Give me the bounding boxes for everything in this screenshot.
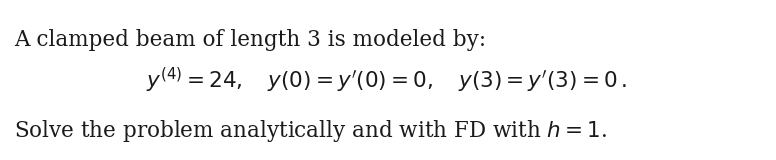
Text: $y^{(4)} = 24, \quad y(0) = y'(0) = 0, \quad y(3) = y'(3) = 0\,.$: $y^{(4)} = 24, \quad y(0) = y'(0) = 0, \… [146,65,627,95]
Text: A clamped beam of length 3 is modeled by:: A clamped beam of length 3 is modeled by… [14,29,486,51]
Text: Solve the problem analytically and with FD with $h = 1$.: Solve the problem analytically and with … [14,118,608,144]
